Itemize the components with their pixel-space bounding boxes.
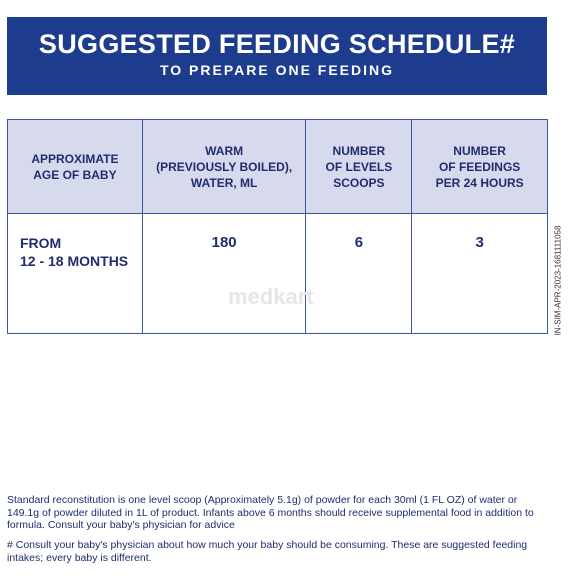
- side-code: IN-SIM-APR-2023-1681111058: [553, 225, 563, 336]
- header-cell: NUMBER OF LEVELS SCOOPS: [305, 119, 413, 214]
- footnote: Standard reconstitution is one level sco…: [7, 494, 534, 531]
- feeding-table: APPROXIMATE AGE OF BABY WARM (PREVIOUSLY…: [7, 119, 548, 334]
- cell: 6: [305, 213, 413, 334]
- watermark: medkart: [228, 284, 314, 309]
- banner: SUGGESTED FEEDING SCHEDULE# TO PREPARE O…: [7, 17, 547, 95]
- header-row: APPROXIMATE AGE OF BABY WARM (PREVIOUSLY…: [7, 119, 548, 214]
- header-cell: WARM (PREVIOUSLY BOILED), WATER, ML: [141, 119, 307, 214]
- cell: 180: [141, 213, 307, 334]
- body-row: FROM 12 - 18 MONTHS 180 6 3: [7, 213, 548, 334]
- header-cell: NUMBER OF FEEDINGS PER 24 HOURS: [411, 119, 548, 214]
- title: SUGGESTED FEEDING SCHEDULE#: [38, 29, 516, 59]
- footnote: # Consult your baby's physician about ho…: [7, 539, 528, 564]
- cell: FROM 12 - 18 MONTHS: [7, 213, 143, 334]
- cell: 3: [411, 213, 548, 334]
- subtitle: TO PREPARE ONE FEEDING: [159, 62, 395, 78]
- header-cell: APPROXIMATE AGE OF BABY: [7, 119, 143, 214]
